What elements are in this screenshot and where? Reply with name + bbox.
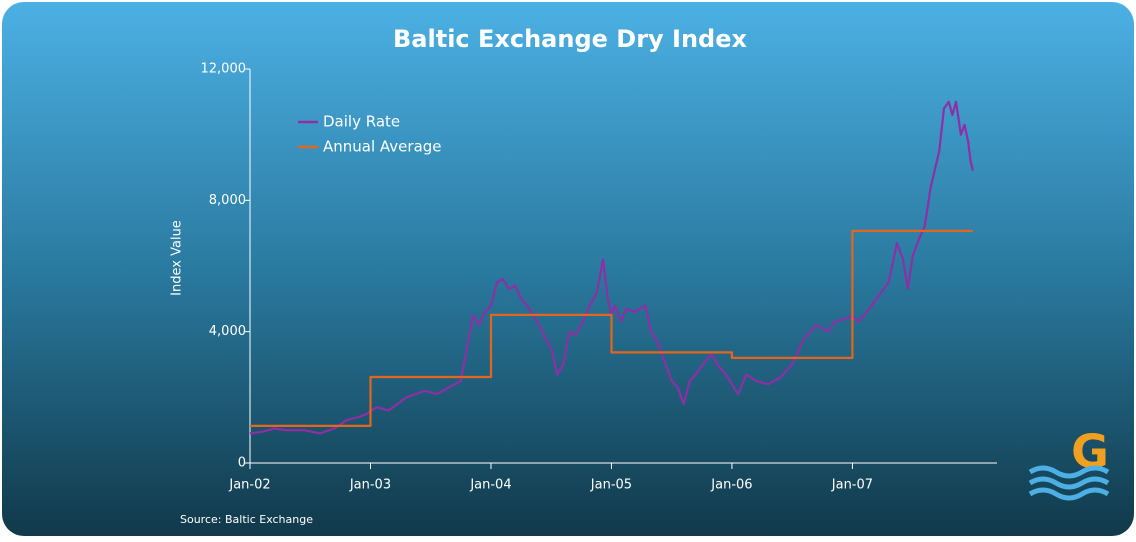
x-tick-label: Jan-04: [469, 478, 511, 493]
line-series: [250, 229, 973, 427]
y-tick-label: 4,000: [209, 324, 246, 339]
legend-label: Annual Average: [323, 138, 442, 156]
y-tick-label: 8,000: [209, 193, 246, 208]
y-tick-label: 0: [238, 456, 246, 471]
logo-waves: [1028, 465, 1110, 501]
logo: G: [1028, 425, 1110, 501]
y-tick-label: 12,000: [201, 62, 247, 77]
x-tick-label: Jan-02: [228, 478, 270, 493]
source: Source: Baltic Exchange: [180, 513, 313, 526]
x-tick-label: Jan-06: [710, 478, 752, 493]
chart-title: Baltic Exchange Dry Index: [393, 25, 748, 53]
x-tick-label: Jan-07: [831, 478, 873, 493]
x-tick-label: Jan-05: [590, 478, 632, 493]
y-axis-label: Index Value: [170, 220, 185, 296]
x-tick-label: Jan-03: [349, 478, 391, 493]
legend-label: Daily Rate: [323, 113, 400, 131]
line-series: [249, 100, 974, 435]
